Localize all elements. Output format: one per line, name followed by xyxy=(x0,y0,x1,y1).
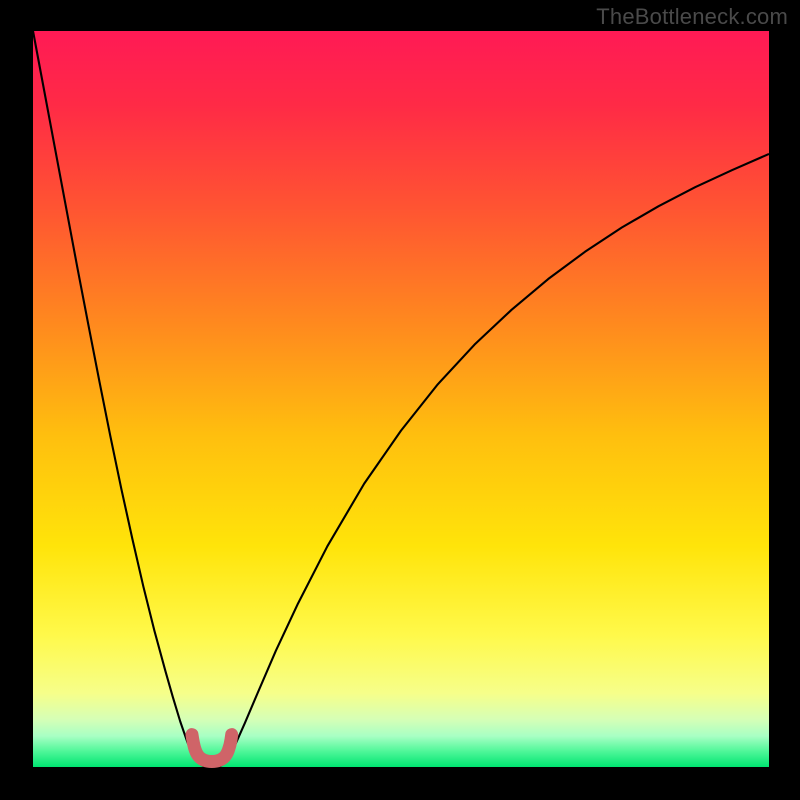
watermark-text: TheBottleneck.com xyxy=(596,4,788,30)
plot-background xyxy=(33,31,769,767)
bottleneck-chart xyxy=(0,0,800,800)
